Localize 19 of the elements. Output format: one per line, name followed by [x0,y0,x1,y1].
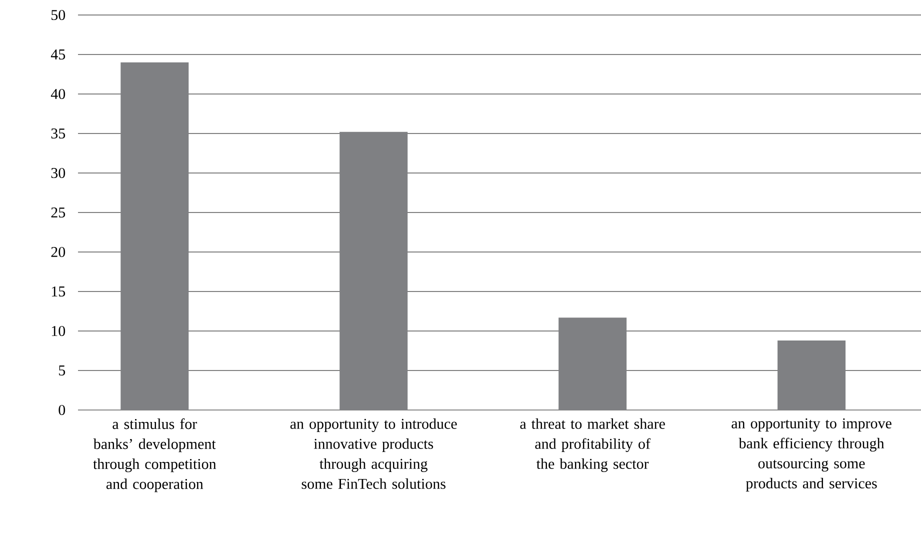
y-tick-label: 35 [51,128,66,139]
x-tick-label: an opportunity to improve bank efficiency through outsourcing some products and services [732,418,892,492]
x-tick-label: an opportunity to introduce innovative products through acquiring some FinTech solutions [290,418,457,489]
x-tick-label: a threat to market share and profitability of the banking sector [520,418,665,472]
bar [558,318,627,410]
bar [120,62,189,410]
y-tick-label: 45 [50,49,66,60]
y-tick-label: 0 [58,404,66,416]
bar [340,132,408,410]
y-tick-label: 10 [52,326,66,336]
y-tick-label: 50 [52,10,66,20]
y-tick-label: 25 [51,207,66,218]
y-tick-label: 30 [51,168,66,178]
bar [778,340,846,410]
y-tick-label: 40 [50,88,66,100]
x-tick-label: a stimulus for banks’ development through competition and cooperation [93,418,216,492]
y-tick-label: 20 [51,246,66,258]
y-tick-label: 5 [59,366,66,376]
y-tick-label: 15 [52,286,66,297]
